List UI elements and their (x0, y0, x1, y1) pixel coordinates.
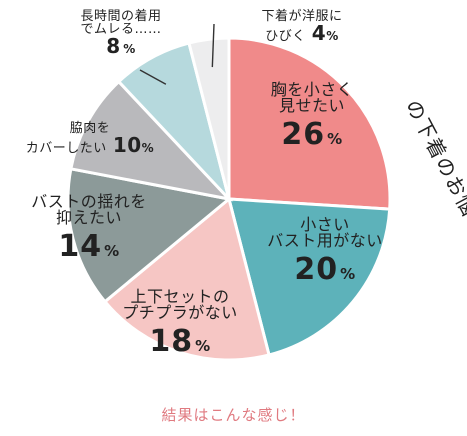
slice-label-6: 長時間の着用 でムレる…… 8% (56, 10, 186, 56)
slice-label-3: 上下セットの プチプラがない 18% (100, 289, 260, 357)
slice-label-text: 抑えたい (55, 208, 122, 227)
slice-label-text: 見せたい (278, 96, 345, 115)
slice-label-5: 脇肉を カバーしたい 10% (10, 122, 170, 155)
slice-label-text: 上下セットの (130, 287, 230, 306)
slice-label-text: ひびく 4% (265, 21, 339, 45)
slice-label-4: バストの揺れを 抑えたい 14% (14, 194, 164, 262)
slice-label-text: プチプラがない (122, 303, 238, 322)
slice-label-2: 小さい バスト用がない 20% (250, 217, 400, 285)
pie-slice-3 (102, 196, 271, 362)
slice-label-text: 脇肉を (69, 121, 111, 136)
slice-label-7: 下着が洋服に ひびく 4% (222, 10, 382, 43)
pie-slice-4 (66, 167, 233, 304)
slice-value-5: 10% (112, 133, 155, 157)
slice-label-text: でムレる…… (80, 22, 162, 37)
slice-value-6: 8% (106, 34, 136, 58)
slice-label-text: 胸を小さく (270, 80, 354, 99)
leader-line-7 (211, 23, 215, 68)
leader-line-6 (139, 69, 167, 85)
slice-value-7: 4% (311, 21, 339, 45)
pie-slice-2 (227, 197, 392, 357)
pie-slice-1 (227, 36, 392, 211)
pie-slice-5 (69, 79, 234, 202)
slice-label-1: 胸を小さく 見せたい 26% (252, 82, 372, 150)
slice-value-4: 14% (58, 229, 120, 264)
slice-label-text: 下着が洋服に (261, 9, 343, 24)
pie-slice-7 (187, 36, 231, 200)
slice-value-2: 20% (294, 252, 356, 287)
slice-label-text: カバーしたい 10% (25, 133, 155, 157)
slice-label-text: バスト用がない (267, 231, 383, 250)
slice-label-text: 長時間の着用 (80, 9, 162, 24)
slice-label-text: 小さい (300, 215, 350, 234)
slice-value-1: 26% (281, 117, 343, 152)
slice-label-text: バストの揺れを (31, 192, 147, 211)
slice-value-3: 18% (149, 324, 211, 359)
caption: 結果はこんな感じ！ (161, 406, 306, 424)
